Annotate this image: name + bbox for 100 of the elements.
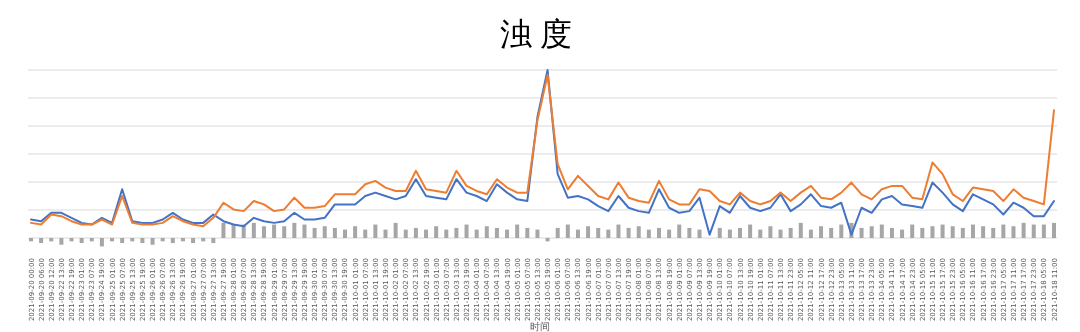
bar xyxy=(413,227,418,238)
bar xyxy=(1041,224,1046,238)
bar xyxy=(1052,222,1056,238)
bar xyxy=(991,227,996,238)
bar xyxy=(869,226,874,238)
bar xyxy=(464,224,469,238)
bar xyxy=(454,227,459,238)
bar xyxy=(920,227,925,238)
bar xyxy=(839,224,844,238)
bar xyxy=(191,238,196,244)
bar xyxy=(575,229,580,238)
bar xyxy=(808,229,813,238)
bar xyxy=(545,238,550,242)
bar xyxy=(282,226,287,238)
bar xyxy=(99,238,104,247)
bar xyxy=(39,238,44,244)
bar xyxy=(110,238,115,242)
bar xyxy=(738,227,743,238)
bar xyxy=(788,227,793,238)
bar xyxy=(748,224,753,238)
x-axis-title: 时间 xyxy=(530,321,550,332)
bar xyxy=(636,226,641,238)
bar xyxy=(201,238,206,242)
bar xyxy=(322,226,327,238)
bar xyxy=(859,227,864,238)
bar xyxy=(889,227,894,238)
bar xyxy=(292,222,297,238)
bar xyxy=(970,224,975,238)
bar xyxy=(180,238,185,242)
bar xyxy=(768,226,773,238)
bar xyxy=(474,229,479,238)
bar xyxy=(778,229,783,238)
bar xyxy=(120,238,125,244)
bar xyxy=(302,224,307,238)
bar xyxy=(940,224,945,238)
bar xyxy=(1031,224,1036,238)
bar xyxy=(484,226,489,238)
bar xyxy=(930,226,935,238)
bar xyxy=(981,226,986,238)
bar xyxy=(596,227,601,238)
bar xyxy=(170,238,175,244)
bar xyxy=(667,229,672,238)
bar xyxy=(89,238,94,242)
bar xyxy=(251,222,256,238)
bar xyxy=(150,238,155,245)
bar xyxy=(261,226,266,238)
bar xyxy=(434,226,439,238)
bar xyxy=(565,224,570,238)
bar xyxy=(900,229,905,238)
bar xyxy=(717,227,722,238)
bar xyxy=(505,229,510,238)
bar xyxy=(312,227,317,238)
bar xyxy=(1011,226,1016,238)
bar xyxy=(393,222,398,238)
bar xyxy=(332,227,337,238)
bar xyxy=(403,229,408,238)
bar xyxy=(363,229,368,238)
bar xyxy=(616,224,621,238)
bar xyxy=(211,238,216,244)
bar xyxy=(221,222,226,238)
bar xyxy=(829,227,834,238)
bar xyxy=(140,238,145,244)
bar xyxy=(69,238,74,242)
bar xyxy=(606,229,611,238)
bar xyxy=(353,226,358,238)
bar xyxy=(798,222,803,238)
bar xyxy=(49,238,54,242)
bar xyxy=(79,238,84,244)
bar xyxy=(515,224,520,238)
bar xyxy=(160,238,165,242)
bar xyxy=(130,238,135,242)
bar xyxy=(687,227,692,238)
bar xyxy=(646,229,651,238)
bar xyxy=(697,229,702,238)
bar xyxy=(1021,222,1026,238)
bar xyxy=(231,224,236,238)
bar xyxy=(758,229,763,238)
chart-title: 浊度 xyxy=(500,15,580,53)
bar xyxy=(910,224,915,238)
bar xyxy=(819,226,824,238)
bar xyxy=(525,227,530,238)
bar xyxy=(424,229,429,238)
bar xyxy=(727,229,732,238)
bar xyxy=(444,229,449,238)
bar xyxy=(1001,224,1006,238)
bar xyxy=(677,224,682,238)
bar xyxy=(383,229,388,238)
bar xyxy=(950,226,955,238)
bar xyxy=(494,227,499,238)
bar xyxy=(59,238,64,245)
bar xyxy=(373,224,378,238)
bar xyxy=(535,229,540,238)
bar xyxy=(960,227,965,238)
bar xyxy=(342,229,347,238)
bar xyxy=(555,227,560,238)
bar xyxy=(29,238,33,242)
bar xyxy=(586,226,591,238)
bar xyxy=(626,227,631,238)
bar xyxy=(656,227,661,238)
bar xyxy=(272,224,277,238)
